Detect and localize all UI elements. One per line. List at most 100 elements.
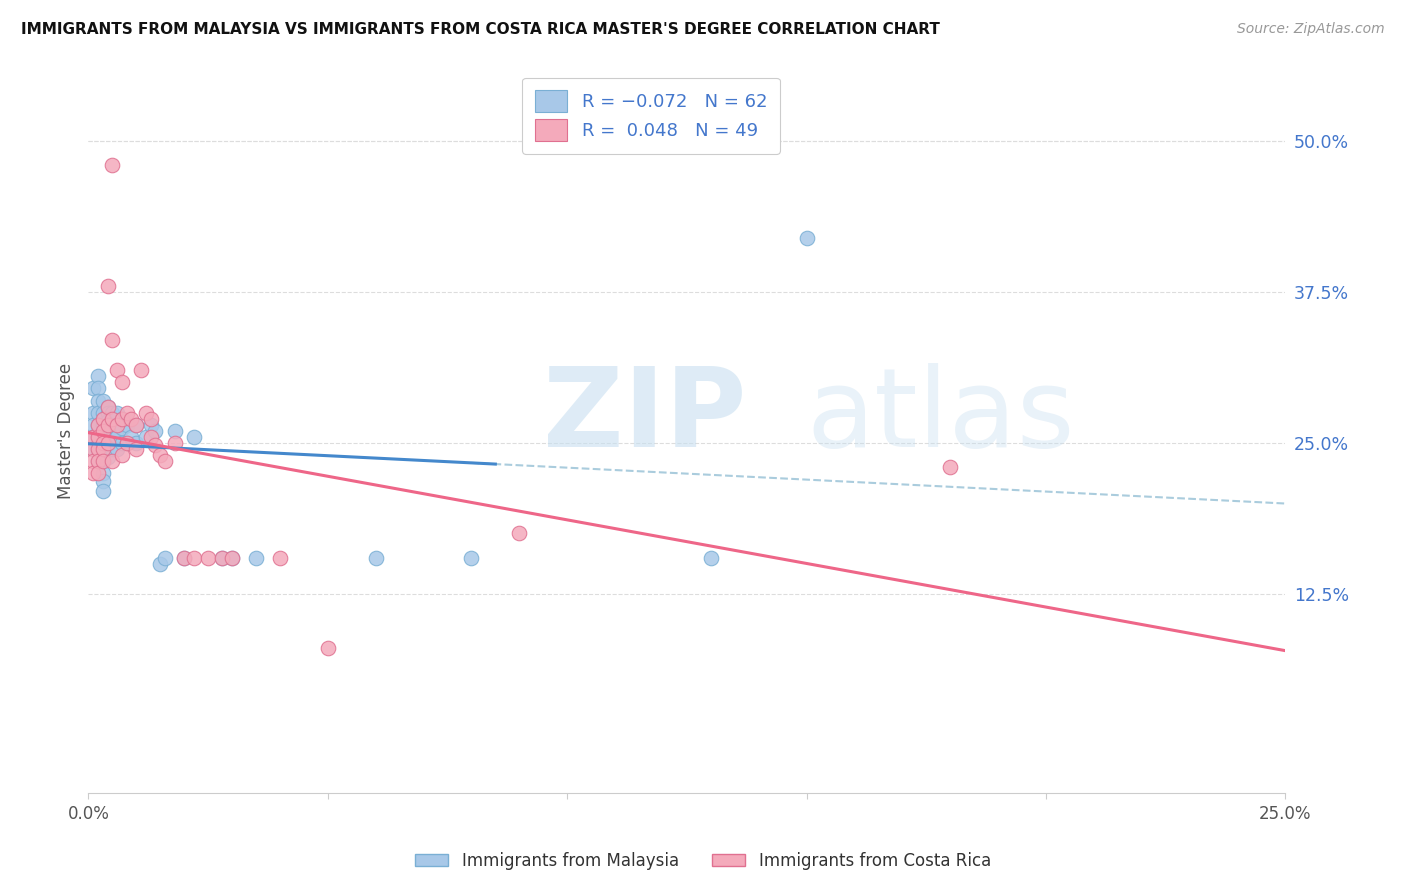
Point <box>87 442 110 456</box>
Point <box>105 417 128 432</box>
Point <box>135 430 157 444</box>
Point <box>96 400 118 414</box>
Point <box>101 406 124 420</box>
Point <box>316 641 339 656</box>
Point <box>163 424 186 438</box>
Point <box>82 454 104 468</box>
Point <box>82 406 104 420</box>
Point <box>96 435 118 450</box>
Point <box>111 435 134 450</box>
Point <box>87 369 110 384</box>
Point <box>163 435 186 450</box>
Point <box>101 430 124 444</box>
Point <box>82 442 104 456</box>
Point <box>115 417 138 432</box>
Point <box>211 550 233 565</box>
Point <box>91 438 114 452</box>
Point <box>125 442 148 456</box>
Point <box>87 454 110 468</box>
Point <box>87 430 110 444</box>
Point <box>87 406 110 420</box>
Point <box>91 484 114 499</box>
Point <box>221 550 243 565</box>
Point <box>173 550 195 565</box>
Point <box>183 430 205 444</box>
Point <box>111 448 134 462</box>
Point <box>145 424 167 438</box>
Point <box>183 550 205 565</box>
Point <box>101 417 124 432</box>
Point <box>96 424 118 438</box>
Point <box>221 550 243 565</box>
Point <box>91 466 114 480</box>
Point <box>96 414 118 428</box>
Point <box>91 435 114 450</box>
Point <box>82 382 104 396</box>
Point <box>153 454 176 468</box>
Point <box>87 466 110 480</box>
Point <box>153 550 176 565</box>
Point <box>111 421 134 435</box>
Legend: R = −0.072   N = 62, R =  0.048   N = 49: R = −0.072 N = 62, R = 0.048 N = 49 <box>522 78 780 154</box>
Point <box>105 442 128 456</box>
Point <box>125 417 148 432</box>
Point <box>105 406 128 420</box>
Point <box>149 557 172 571</box>
Point <box>82 442 104 456</box>
Point <box>91 406 114 420</box>
Point <box>121 411 143 425</box>
Point <box>101 442 124 456</box>
Point <box>91 411 114 425</box>
Point <box>101 333 124 347</box>
Point <box>96 430 118 444</box>
Point <box>91 454 114 468</box>
Point <box>139 417 162 432</box>
Point <box>87 430 110 444</box>
Point <box>700 550 723 565</box>
Text: Source: ZipAtlas.com: Source: ZipAtlas.com <box>1237 22 1385 37</box>
Point <box>82 466 104 480</box>
Point <box>211 550 233 565</box>
Point <box>508 526 530 541</box>
Point <box>364 550 387 565</box>
Text: IMMIGRANTS FROM MALAYSIA VS IMMIGRANTS FROM COSTA RICA MASTER'S DEGREE CORRELATI: IMMIGRANTS FROM MALAYSIA VS IMMIGRANTS F… <box>21 22 941 37</box>
Point <box>105 430 128 444</box>
Point <box>91 448 114 462</box>
Text: ZIP: ZIP <box>543 363 747 470</box>
Point <box>139 411 162 425</box>
Point <box>87 454 110 468</box>
Point <box>111 411 134 425</box>
Point <box>269 550 291 565</box>
Point <box>96 450 118 465</box>
Point <box>87 417 110 432</box>
Point <box>796 230 818 244</box>
Point <box>245 550 267 565</box>
Point <box>115 435 138 450</box>
Point <box>105 363 128 377</box>
Point <box>82 430 104 444</box>
Point <box>91 430 114 444</box>
Point <box>96 438 118 452</box>
Point <box>135 406 157 420</box>
Legend: Immigrants from Malaysia, Immigrants from Costa Rica: Immigrants from Malaysia, Immigrants fro… <box>408 846 998 877</box>
Point <box>91 475 114 489</box>
Point <box>91 393 114 408</box>
Point <box>96 406 118 420</box>
Point <box>82 417 104 432</box>
Point <box>82 430 104 444</box>
Point <box>96 278 118 293</box>
Point <box>101 411 124 425</box>
Point <box>111 411 134 425</box>
Point <box>87 417 110 432</box>
Point <box>115 406 138 420</box>
Point <box>115 435 138 450</box>
Point <box>939 460 962 475</box>
Point <box>96 417 118 432</box>
Text: atlas: atlas <box>807 363 1076 470</box>
Point <box>101 158 124 172</box>
Point <box>125 417 148 432</box>
Point <box>87 442 110 456</box>
Point <box>91 424 114 438</box>
Point <box>121 430 143 444</box>
Point <box>197 550 219 565</box>
